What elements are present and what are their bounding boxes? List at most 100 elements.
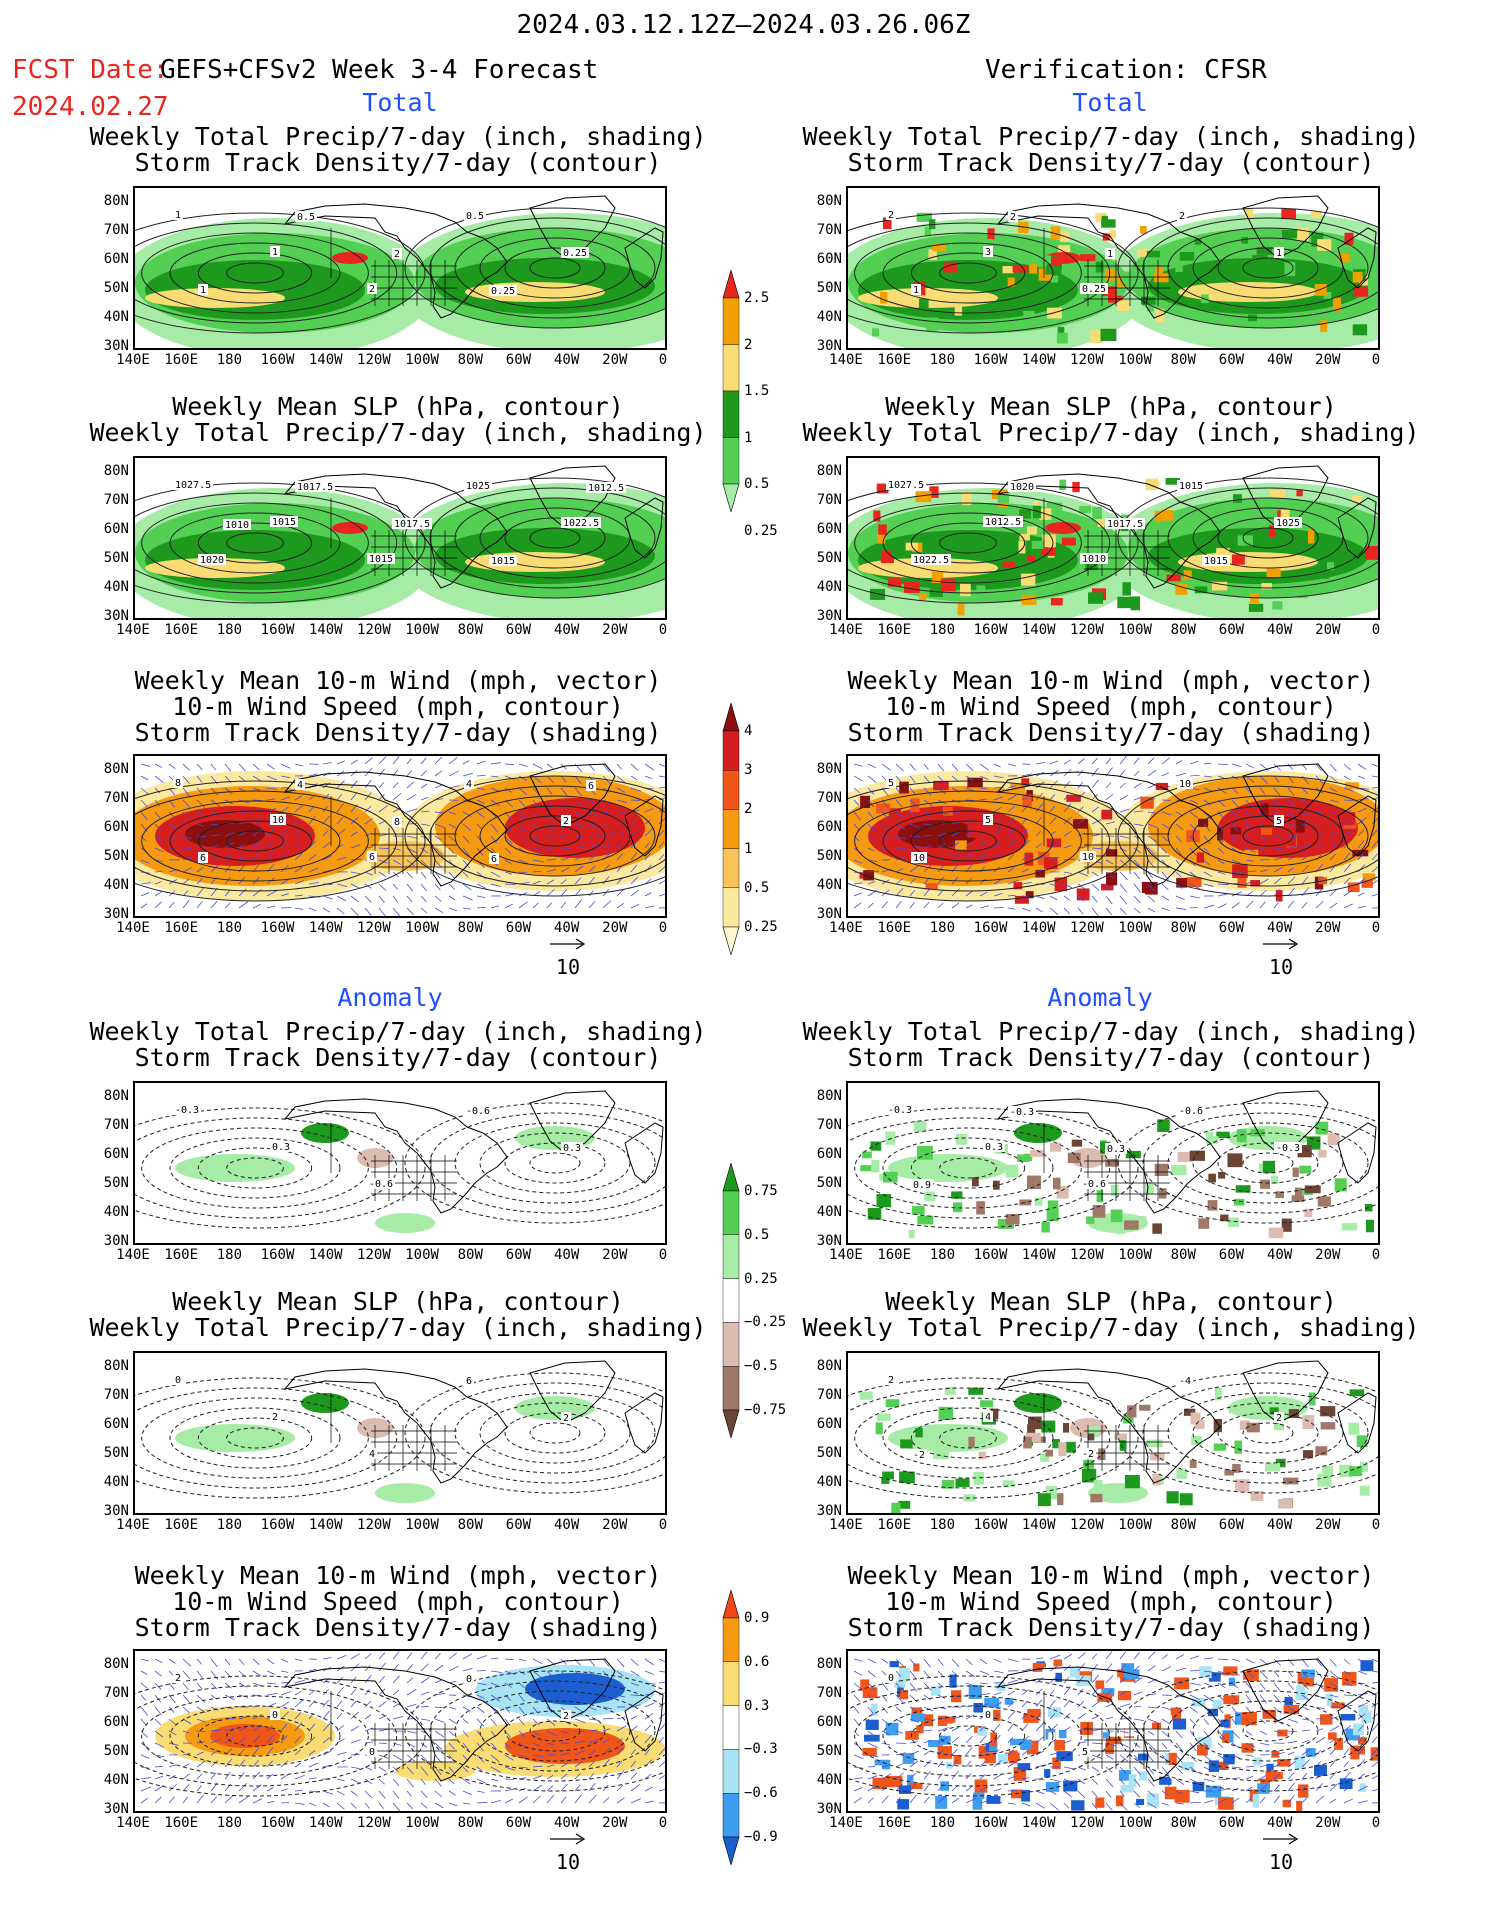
contour-label: 1015 (272, 517, 296, 528)
contour-lines (135, 780, 426, 902)
panel-title-line: Storm Track Density/7-day (shading) (134, 718, 662, 747)
lat-tick-label: 30N (103, 1503, 129, 1519)
colorbar-tick-label: 1 (744, 429, 753, 446)
shaded-cells (971, 1133, 1340, 1239)
contour-label: 1010 (225, 520, 249, 531)
lon-tick-label: 180 (216, 1517, 243, 1533)
colorbar-tick-label: −0.5 (744, 1358, 778, 1375)
lat-tick-label: 80N (816, 1358, 842, 1374)
contour-label: 5 (985, 815, 991, 826)
lon-tick-label: 100W (405, 920, 439, 936)
contour-lines (404, 477, 665, 599)
contour-label: 1 (1107, 249, 1113, 260)
lat-tick-label: 40N (103, 877, 129, 893)
colorbar-tick-label: −0.9 (744, 1829, 778, 1845)
lat-tick-label: 80N (103, 193, 129, 209)
contour-label: 2 (369, 284, 375, 295)
panel-title-line: Weekly Mean SLP (hPa, contour) (885, 1287, 1337, 1316)
lon-tick-label: 40W (553, 920, 580, 936)
lon-tick-label: 160W (260, 1517, 295, 1533)
reference-vector-label: 10 (1268, 1850, 1294, 1874)
section-total-right: Total (1072, 88, 1148, 117)
map-panel-verif_anom_precip: -0.3 0.3 -0.6 -0.6 -0.3 0.9 -0.3 0.3 (846, 1081, 1380, 1245)
map-panel-fcst_total_wind: 8 10 6 4 2 6 4 8 6 6 (133, 754, 667, 918)
contour-label: 3 (985, 247, 991, 258)
contour-label: 1022.5 (563, 518, 599, 529)
lon-tick-label: 140E (116, 1815, 150, 1831)
lat-tick-label: 50N (103, 1743, 129, 1759)
fcst-source-label: GEFS+CFSv2 Week 3-4 Forecast (160, 55, 599, 85)
contour-labels: -0.3 0.3 -0.6 -0.6 -0.3 0.9 -0.3 0.3 (886, 1104, 1302, 1191)
lon-tick-label: 120W (1070, 352, 1104, 368)
reference-vector: 10 (1261, 936, 1301, 979)
storm-max (185, 820, 265, 848)
lon-tick-label: 120W (357, 1517, 391, 1533)
contour-label: 0.25 (563, 248, 587, 259)
north-america-outline (283, 1666, 508, 1782)
precip-high (465, 552, 605, 572)
lon-tick-label: 140W (308, 352, 343, 368)
contour-label: 5 (888, 778, 894, 789)
lon-tick-label: 120W (1070, 920, 1104, 936)
colorbar-end-triangle (722, 1161, 740, 1192)
lon-tick-label: 140W (308, 1517, 343, 1533)
contour-label: 1020 (200, 555, 224, 566)
coastlines (283, 763, 664, 887)
lon-tick-label: 60W (505, 1247, 532, 1263)
lon-tick-label: 140E (829, 1815, 863, 1831)
lon-tick-label: 20W (1315, 1517, 1341, 1533)
colorbar-tick-label: 1 (744, 840, 753, 857)
contour-labels: 0 2 4 6 2 (173, 1374, 571, 1460)
lat-tick-label: 40N (103, 579, 129, 595)
lat-tick-label: 40N (103, 1204, 129, 1220)
colorbar-segment (722, 1705, 740, 1750)
lon-tick-label: 140W (1021, 920, 1056, 936)
contour-label: 0 (369, 1747, 375, 1758)
lon-tick-label: 60W (505, 1517, 532, 1533)
shading (135, 483, 665, 618)
lon-tick-label: 120W (1070, 1517, 1104, 1533)
lon-tick-label: 140W (1021, 622, 1056, 638)
contour-label: 2 (563, 1711, 569, 1722)
lon-tick-label: 40W (553, 352, 580, 368)
map-canvas: 2 4 -2 -4 2 -2 (848, 1360, 1378, 1513)
contour-label: 0.25 (491, 286, 515, 297)
lat-tick-label: 30N (816, 906, 842, 922)
contour-label: 0 (466, 1674, 472, 1685)
lat-tick-label: 80N (816, 193, 842, 209)
lon-tick-label: 120W (357, 1815, 391, 1831)
lon-tick-label: 140E (116, 1247, 150, 1263)
map-canvas: 1 1 2 0.5 0.25 1 0.5 2 0.25 (135, 195, 665, 348)
lon-tick-label: 160W (973, 920, 1008, 936)
lat-tick-label: 70N (103, 222, 129, 238)
lon-tick-label: 160W (260, 920, 295, 936)
panel-title-line: Storm Track Density/7-day (shading) (847, 718, 1375, 747)
panel-title-line: Weekly Total Precip/7-day (inch, shading… (802, 1313, 1420, 1342)
lon-tick-label: 20W (602, 920, 628, 936)
colorbar-tick-label: 0.6 (744, 1653, 770, 1670)
lat-tick-label: 60N (103, 251, 129, 267)
state-borders (1043, 1393, 1170, 1471)
contour-label: 2 (175, 1673, 181, 1684)
lon-tick-label: 100W (1118, 1247, 1152, 1263)
lon-tick-label: 60W (505, 352, 532, 368)
lat-tick-label: 50N (816, 1175, 842, 1191)
lon-tick-label: 20W (1315, 622, 1341, 638)
precip-anom-wet (1014, 1123, 1062, 1143)
greenland-outline (1242, 1090, 1329, 1154)
lon-tick-label: 100W (1118, 920, 1152, 936)
shading (175, 1393, 595, 1503)
lat-tick-label: 50N (103, 848, 129, 864)
map-panel-fcst_anom_slp: 0 2 4 6 2 (133, 1351, 667, 1515)
lon-tick-label: 40W (1266, 1517, 1293, 1533)
panel-title-line: Weekly Mean 10-m Wind (mph, vector) (134, 1561, 662, 1590)
coastlines (283, 195, 664, 319)
period-title: 2024.03.12.12Z–2024.03.26.06Z (516, 10, 971, 40)
map-canvas: -0.3 0.3 -0.6 -0.6 -0.3 0.9 -0.3 0.3 (848, 1090, 1378, 1239)
lat-tick-label: 40N (816, 1772, 842, 1788)
lat-tick-label: 50N (816, 280, 842, 296)
colorbar-segment (722, 297, 740, 345)
lon-tick-label: 120W (357, 920, 391, 936)
colorbar-tick-label: 0.5 (744, 879, 770, 896)
europe-outline (1337, 795, 1377, 857)
